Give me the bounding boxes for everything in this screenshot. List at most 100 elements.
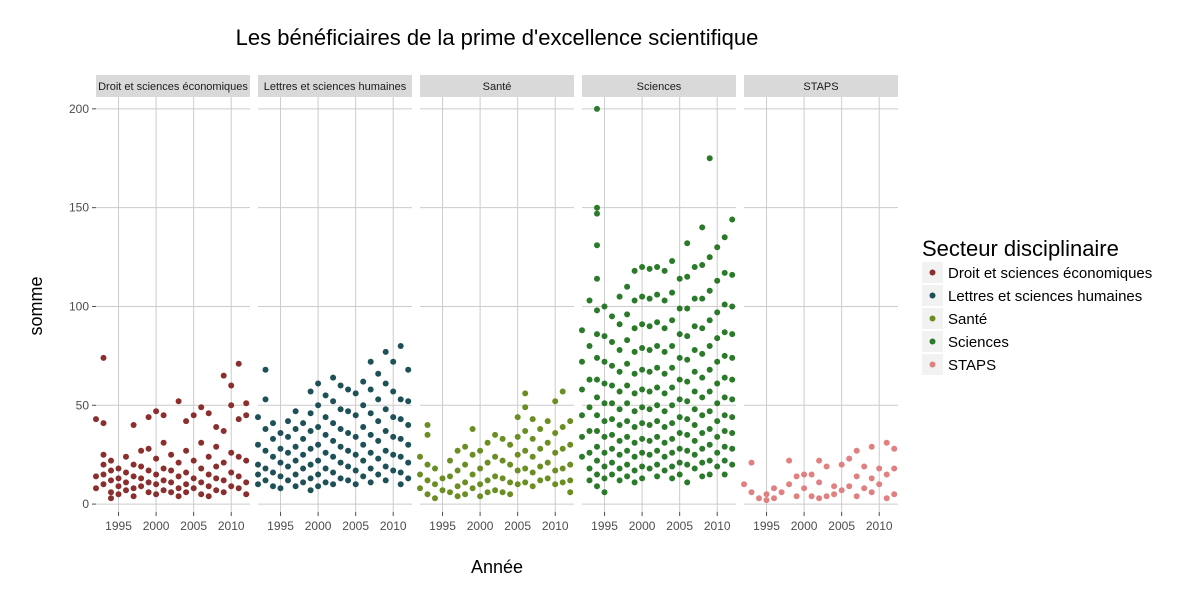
data-point (624, 461, 631, 468)
y-tick-label: 200 (69, 102, 89, 116)
data-point (345, 408, 352, 415)
data-point (729, 271, 736, 278)
data-point (706, 155, 713, 162)
data-point (397, 416, 404, 423)
data-point (213, 443, 220, 450)
data-point (676, 471, 683, 478)
data-point (691, 264, 698, 270)
data-point (337, 475, 344, 482)
data-point (243, 491, 250, 498)
data-point (624, 418, 631, 425)
data-point (205, 483, 212, 490)
data-point (270, 420, 276, 427)
data-point (529, 416, 536, 423)
data-point (447, 489, 453, 496)
data-point (108, 457, 114, 464)
data-point (514, 433, 521, 440)
data-point (721, 394, 728, 401)
data-point (646, 451, 653, 458)
data-point (130, 493, 137, 500)
data-point (397, 453, 404, 460)
data-point (816, 457, 823, 464)
data-point (676, 376, 683, 383)
data-point (624, 382, 631, 389)
data-point (160, 487, 167, 494)
data-point (793, 473, 800, 480)
data-point (544, 475, 551, 482)
data-point (367, 431, 374, 438)
data-point (514, 467, 521, 474)
data-point (729, 376, 736, 383)
data-point (631, 348, 638, 355)
data-point (300, 465, 307, 472)
data-point (243, 412, 250, 419)
data-point (484, 459, 491, 466)
y-tick-label: 150 (69, 201, 89, 215)
data-point (631, 325, 638, 332)
data-point (424, 431, 431, 438)
data-point (462, 443, 469, 450)
data-point (352, 451, 359, 458)
data-point (153, 471, 160, 478)
data-point (684, 273, 691, 280)
x-tick-label: 2000 (629, 519, 656, 533)
data-point (462, 491, 469, 498)
data-point (609, 416, 615, 423)
data-point (676, 445, 683, 452)
data-point (654, 319, 661, 326)
data-point (624, 283, 631, 290)
data-point (130, 485, 137, 492)
data-point (277, 430, 284, 436)
data-point (522, 404, 529, 411)
data-point (669, 449, 676, 456)
data-point (567, 418, 574, 425)
data-point (100, 461, 107, 468)
data-point (145, 479, 152, 486)
data-point (397, 396, 404, 403)
data-point (499, 489, 506, 496)
data-point (624, 337, 631, 344)
data-point (816, 479, 823, 486)
data-point (631, 439, 638, 446)
data-point (213, 424, 220, 430)
data-point (763, 491, 770, 498)
data-point (567, 441, 574, 448)
data-point (567, 477, 574, 484)
data-point (492, 453, 499, 460)
data-point (300, 435, 307, 442)
data-point (579, 327, 585, 334)
data-point (586, 477, 593, 484)
data-point (447, 457, 453, 464)
data-point (639, 386, 646, 393)
data-point (853, 473, 860, 480)
data-point (586, 376, 593, 383)
data-point (390, 414, 397, 421)
data-point (594, 428, 600, 434)
data-point (721, 428, 728, 434)
data-point (721, 457, 728, 464)
data-point (375, 437, 382, 444)
data-point (559, 424, 566, 430)
data-point (337, 443, 344, 450)
data-point (883, 471, 890, 478)
x-tick-label: 2005 (180, 519, 207, 533)
data-point (108, 477, 114, 484)
facet-strip (582, 75, 736, 97)
data-point (594, 471, 600, 478)
facet-strip (96, 75, 250, 97)
data-point (559, 479, 566, 486)
data-point (522, 428, 529, 434)
data-point (699, 430, 706, 436)
data-point (285, 449, 291, 456)
facet-strip-label: Lettres et sciences humaines (264, 81, 407, 93)
data-point (93, 485, 99, 492)
data-point (360, 441, 367, 448)
data-point (801, 471, 808, 478)
data-point (205, 493, 212, 500)
data-point (601, 333, 608, 340)
data-point (330, 420, 337, 427)
data-point (721, 443, 728, 450)
x-tick-label: 1995 (267, 519, 294, 533)
data-point (270, 435, 276, 442)
data-point (375, 370, 382, 377)
